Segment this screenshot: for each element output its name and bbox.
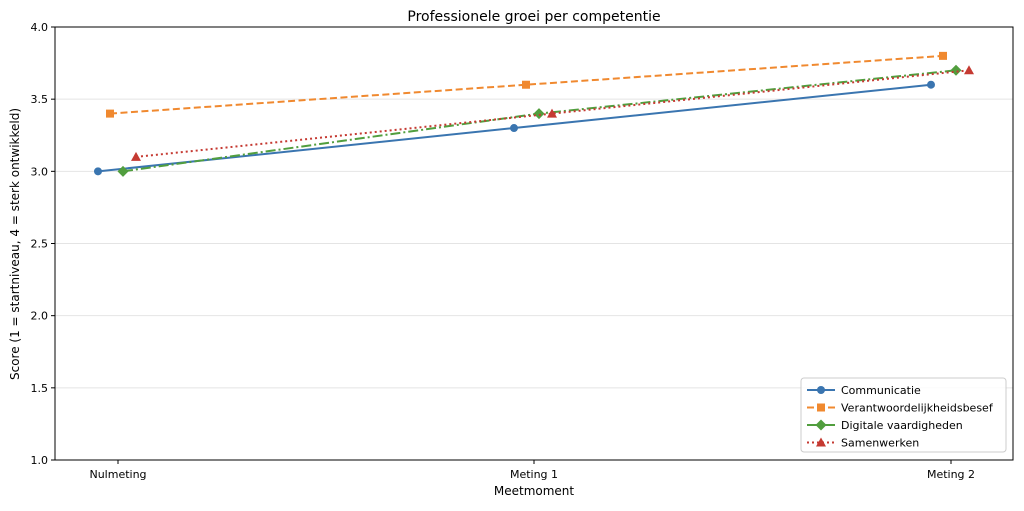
- y-tick-label: 4.0: [31, 21, 49, 34]
- y-tick-label: 2.5: [31, 238, 49, 251]
- data-point: [522, 80, 530, 89]
- x-axis-label: Meetmoment: [494, 484, 575, 498]
- chart-title: Professionele groei per competentie: [407, 9, 660, 25]
- y-tick-label: 3.5: [31, 93, 49, 106]
- ticks-layer: 1.0 1.5 2.0 2.5 3.0 3.5 4.0 Nulmeting Meting 1 Me…: [31, 21, 976, 481]
- series-communicatie: [94, 80, 935, 176]
- series-verantwoordelijkheidsbesef: [106, 51, 947, 118]
- y-tick-label: 3.0: [31, 165, 49, 178]
- gridlines: [55, 98, 1013, 389]
- y-tick-label: 1.0: [31, 454, 49, 467]
- legend-marker: [817, 386, 825, 394]
- x-tick-label: Meting 1: [510, 468, 558, 481]
- legend-marker: [816, 437, 826, 447]
- data-point: [117, 165, 129, 177]
- data-point: [94, 167, 102, 176]
- legend-marker: [817, 403, 825, 412]
- data-point: [964, 65, 974, 75]
- legend-box: [800, 377, 1007, 453]
- legend-marker: [815, 419, 827, 431]
- legend-label: Samenwerken: [841, 437, 919, 450]
- data-point: [547, 108, 557, 118]
- data-point: [510, 124, 518, 133]
- y-tick-label: 1.5: [31, 382, 49, 395]
- data-point: [131, 151, 141, 161]
- y-axis-label: Score (1 = startniveau, 4 = sterk ontwik…: [8, 108, 22, 380]
- x-tick-label: Meting 2: [927, 468, 975, 481]
- legend-label: Verantwoordelijkheidsbesef: [841, 402, 994, 415]
- data-point: [950, 64, 962, 76]
- y-tick-label: 2.0: [31, 310, 49, 323]
- series-layer: [94, 51, 974, 177]
- data-point: [939, 51, 947, 60]
- series-samenwerken: [131, 65, 974, 161]
- data-point: [106, 109, 114, 118]
- data-point: [533, 108, 545, 120]
- series-digitale-vaardigheden: [117, 64, 962, 177]
- series-line: [109, 54, 944, 115]
- data-point: [927, 80, 935, 89]
- legend-label: Communicatie: [841, 384, 921, 397]
- legend-label: Digitale vaardigheden: [841, 419, 963, 432]
- legend: Communicatie Verantwoordelijkheidsbesef Di…: [800, 377, 1007, 453]
- x-tick-label: Nulmeting: [89, 468, 146, 481]
